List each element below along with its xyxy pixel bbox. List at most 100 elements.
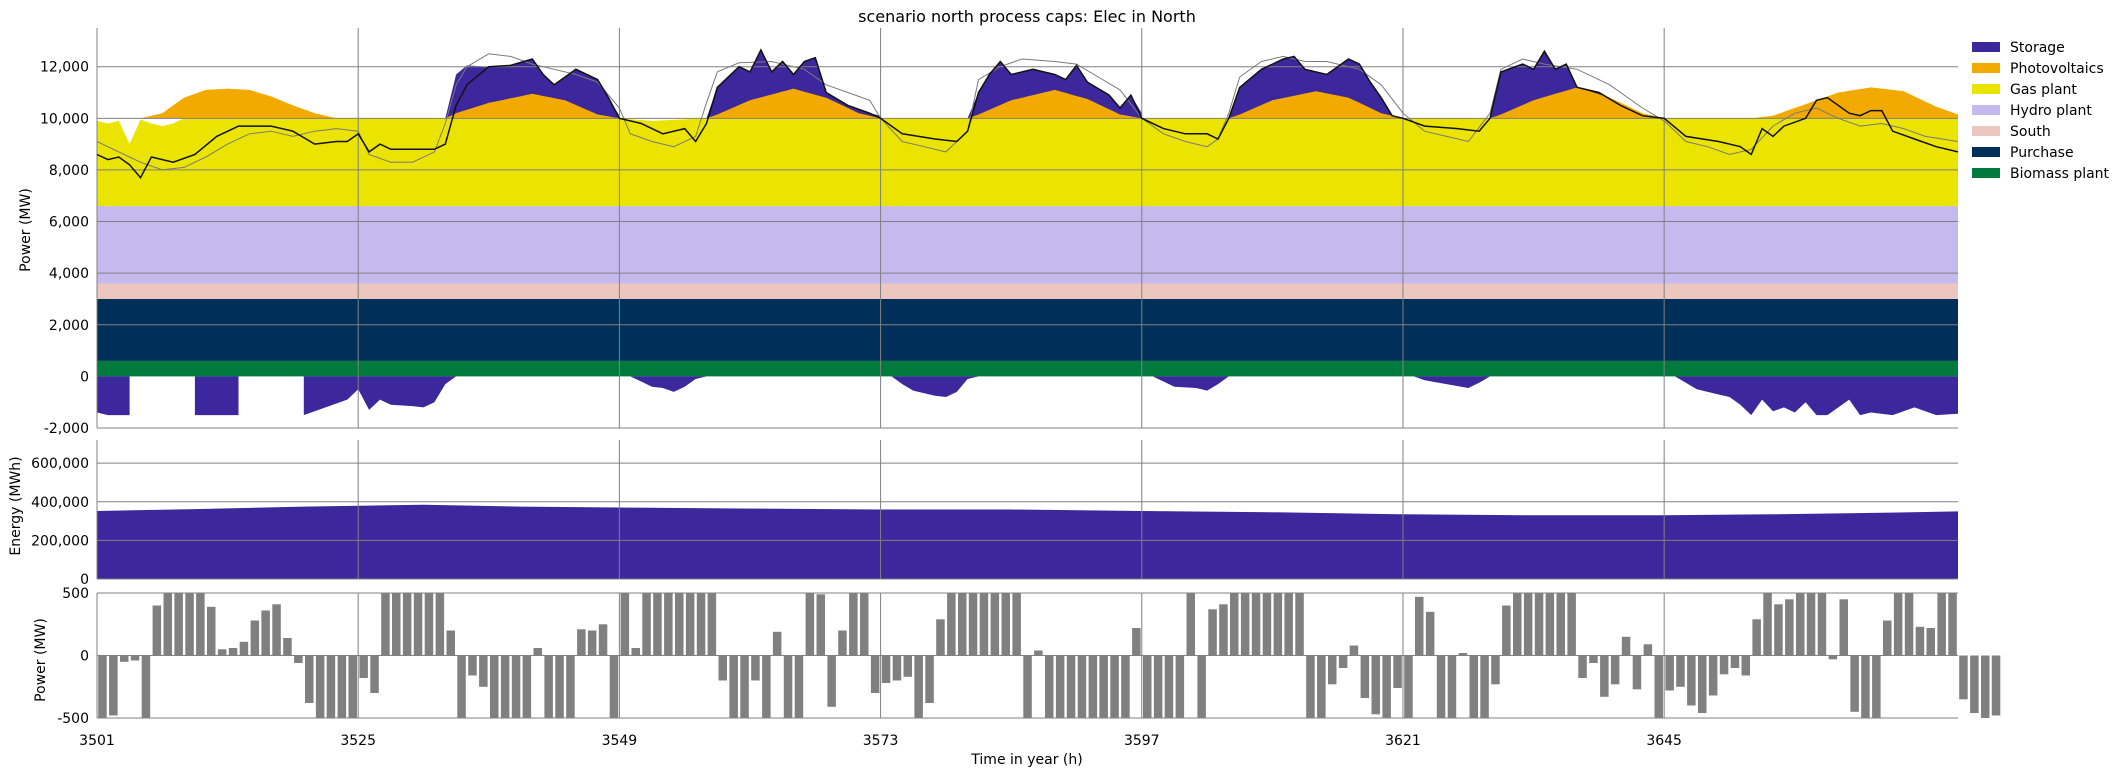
bar <box>544 655 553 718</box>
bar <box>446 630 455 656</box>
legend-swatch <box>1972 126 2000 136</box>
bar <box>1143 655 1152 718</box>
bar <box>718 655 727 681</box>
bar <box>1251 593 1261 656</box>
bar <box>631 648 640 656</box>
bar <box>141 655 151 718</box>
area-storage-negative-6 <box>1413 376 1490 388</box>
bar <box>685 593 695 656</box>
bar <box>1763 593 1772 656</box>
bar <box>1132 628 1141 656</box>
bar <box>348 655 357 718</box>
bar <box>1654 655 1663 718</box>
bar <box>239 641 249 656</box>
bar <box>653 593 662 656</box>
area-biomass-plant <box>97 360 1958 377</box>
bar <box>642 593 651 656</box>
bar <box>772 631 782 656</box>
bar <box>120 655 129 662</box>
bar <box>1708 655 1718 696</box>
x-tick-label: 3645 <box>1646 733 1682 749</box>
bar <box>1828 655 1838 660</box>
bar <box>1730 655 1740 668</box>
bar <box>207 606 216 656</box>
bar <box>1991 655 2001 716</box>
bar <box>1839 599 1848 656</box>
bar <box>283 638 292 656</box>
bar <box>337 655 347 718</box>
energy-ylabel: Energy (MWh) <box>8 456 24 555</box>
bar <box>1208 609 1217 656</box>
y-tick-label: 0 <box>80 572 89 588</box>
bar <box>435 593 445 656</box>
bar <box>609 655 619 718</box>
bar <box>217 649 227 656</box>
area-hydro-plant <box>97 206 1958 284</box>
bar <box>1284 593 1293 656</box>
y-tick-label: 2,000 <box>49 318 89 334</box>
y-tick-label: -500 <box>57 711 89 727</box>
bar <box>620 593 630 656</box>
bar <box>1545 593 1555 656</box>
legend-swatch <box>1972 42 2000 52</box>
x-tick-label: 3501 <box>79 733 115 749</box>
area-photovoltaics <box>97 87 1958 119</box>
bar <box>1806 593 1816 656</box>
bar <box>664 593 673 656</box>
bar <box>1883 620 1892 656</box>
bar <box>1328 655 1337 685</box>
x-tick-label: 3525 <box>340 733 376 749</box>
bar <box>1219 604 1228 656</box>
bar <box>1458 653 1468 656</box>
bar <box>1469 655 1478 718</box>
bar <box>1665 655 1674 691</box>
bar <box>1045 655 1054 718</box>
bar <box>1240 593 1250 656</box>
bar <box>490 655 499 718</box>
bar <box>1534 593 1544 656</box>
y-tick-label: 500 <box>62 586 89 602</box>
bar <box>1796 593 1805 656</box>
bar <box>903 655 912 677</box>
area-gas-plant <box>97 118 1958 207</box>
area-storage-negative-7 <box>1675 376 1958 416</box>
bar <box>1425 611 1435 656</box>
bar <box>675 593 684 656</box>
bar <box>326 655 336 718</box>
area-storage-energy <box>97 504 1958 579</box>
bar <box>457 655 466 718</box>
bar <box>1513 593 1522 656</box>
bar <box>479 655 488 687</box>
area-storage-negative-5 <box>1152 376 1229 391</box>
bar <box>1393 655 1402 688</box>
bar <box>1926 628 1935 656</box>
bar <box>1719 655 1729 675</box>
bar <box>1698 655 1707 713</box>
bar <box>827 655 836 707</box>
bar <box>1349 645 1359 656</box>
bar <box>1295 593 1304 656</box>
bar <box>1556 593 1565 656</box>
bar <box>1632 655 1642 690</box>
bar <box>1088 655 1098 718</box>
power-panel: -2,00002,0004,0006,0008,00010,00012,000 … <box>18 28 1959 437</box>
bar <box>783 655 793 718</box>
bar <box>1110 655 1119 718</box>
bar <box>1817 593 1827 656</box>
bar <box>751 655 760 681</box>
bar <box>1643 644 1653 656</box>
bar <box>925 655 934 703</box>
bar <box>1741 655 1750 676</box>
legend-swatch <box>1972 105 2000 115</box>
bar <box>860 593 869 656</box>
bar <box>598 624 608 656</box>
bar <box>990 593 1000 656</box>
bar <box>914 655 923 718</box>
bar <box>163 593 172 656</box>
legend-entry: Hydro plant <box>2010 103 2092 119</box>
bar <box>1001 593 1010 656</box>
bar <box>359 655 368 678</box>
bar <box>1491 655 1500 685</box>
bar <box>1676 655 1685 687</box>
bar <box>566 655 575 718</box>
